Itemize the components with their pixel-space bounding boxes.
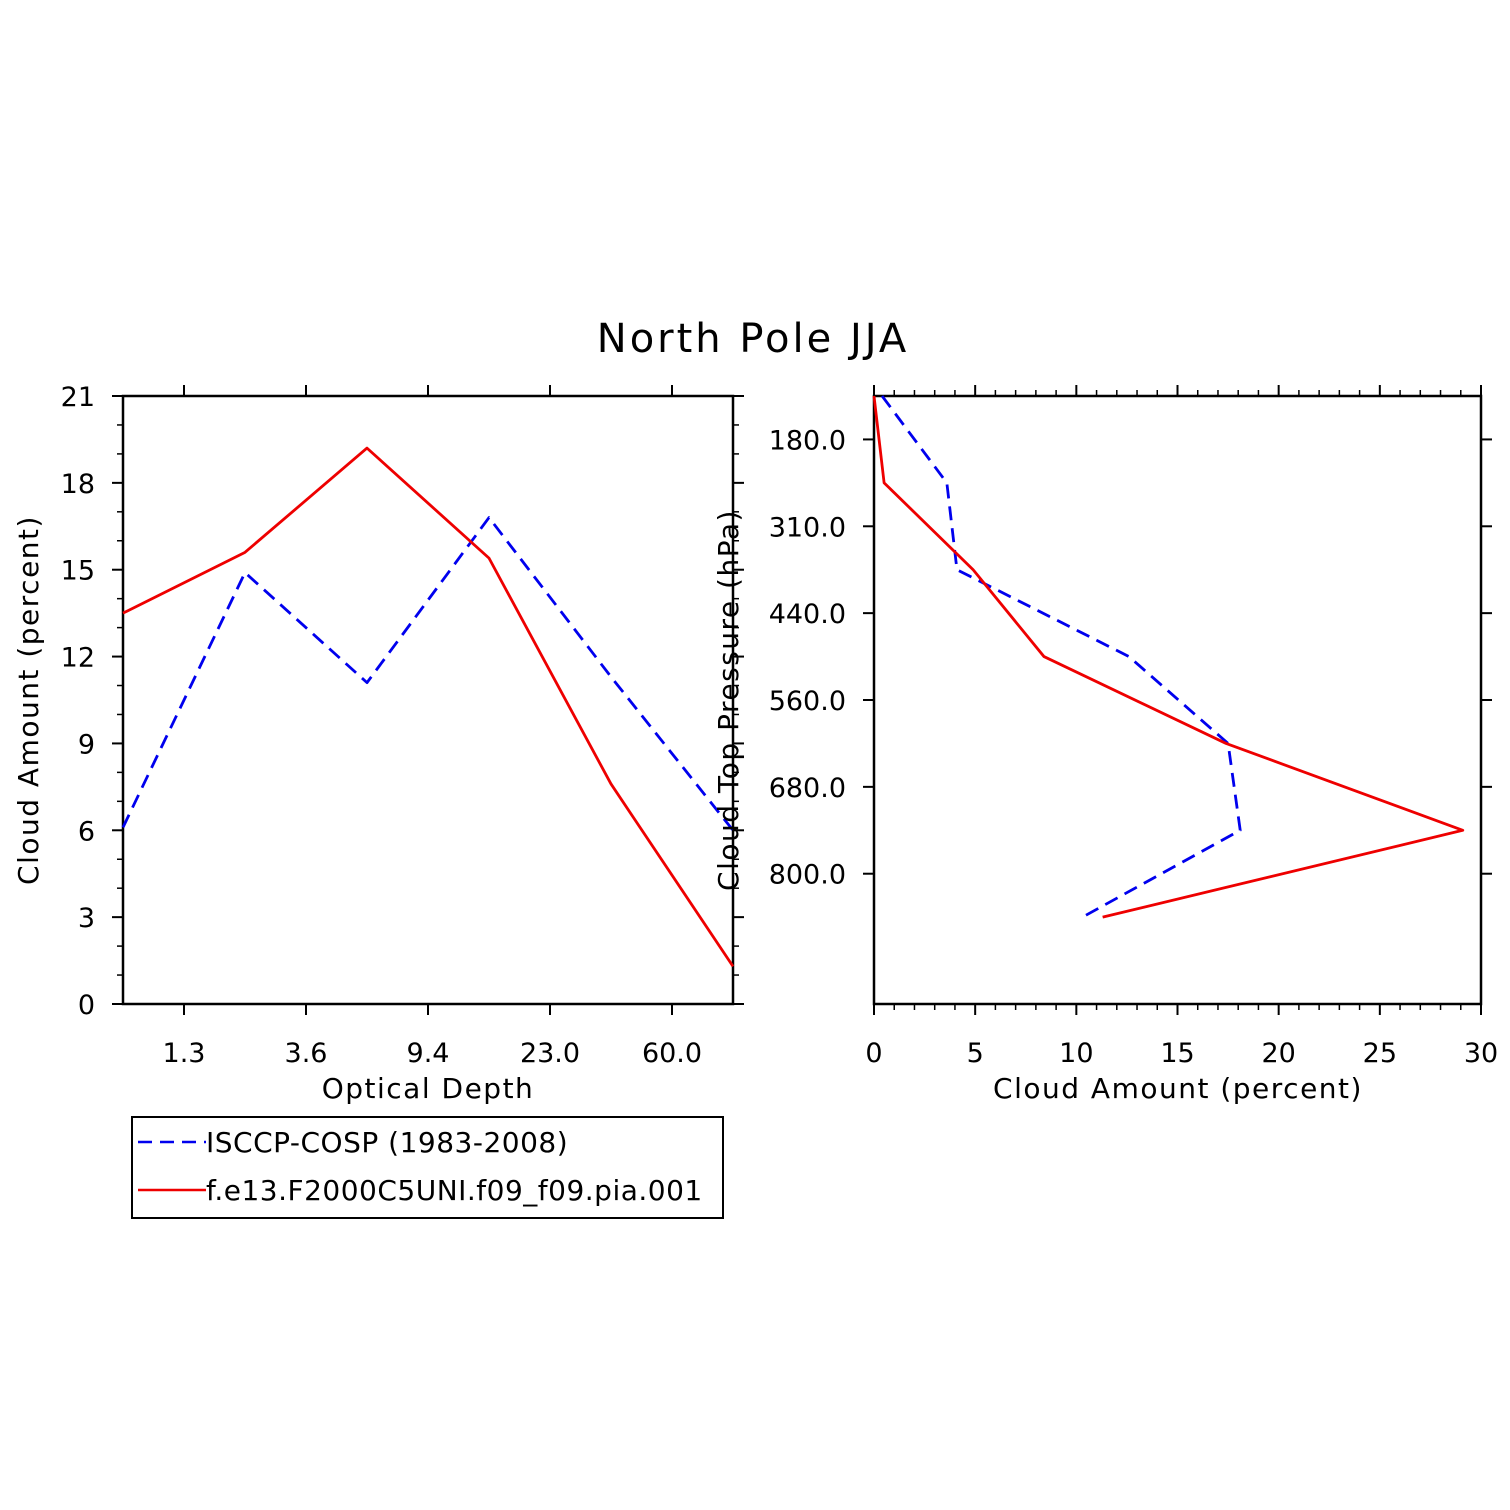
right-x-tick-label: 15 <box>1160 1038 1194 1069</box>
right-x-tick-label: 0 <box>865 1038 882 1069</box>
right-x-tick-label: 5 <box>967 1038 984 1069</box>
right-y-tick-label: 800.0 <box>769 860 846 891</box>
left-series-lines <box>121 446 735 968</box>
left-x-axis-label: Optical Depth <box>322 1072 535 1105</box>
left-x-tick-label: 9.4 <box>407 1038 450 1069</box>
optical-depth-panel: 0 3 6 9 12 15 18 21 1.3 3.6 9.4 23.0 60.0 Optical De… <box>12 382 744 1105</box>
cloud-top-pressure-panel: 0 5 10 15 20 25 30 180.0 310.0 440.0 560.0 680.0 800… <box>712 385 1498 1105</box>
right-series-lines <box>872 395 1465 919</box>
left-y-axis-label: Cloud Amount (percent) <box>12 515 45 885</box>
legend-box <box>131 1116 724 1219</box>
right-y-tick-label: 180.0 <box>769 425 846 456</box>
left-plot-frame <box>121 394 735 1006</box>
right-series-line-0 <box>880 395 1242 919</box>
right-x-axis-label: Cloud Amount (percent) <box>993 1072 1363 1105</box>
left-x-tick-label: 1.3 <box>163 1038 206 1069</box>
left-y-tick-label: 6 <box>78 816 95 847</box>
legend-label-model: f.e13.F2000C5UNI.f09_f09.pia.001 <box>206 1174 703 1207</box>
left-y-tick-label: 15 <box>61 556 95 587</box>
right-x-tick-label: 25 <box>1363 1038 1397 1069</box>
right-series-line-1 <box>872 395 1465 919</box>
left-y-tick-label: 9 <box>78 729 95 760</box>
left-x-tick-label: 60.0 <box>642 1038 702 1069</box>
left-x-tick-label: 3.6 <box>285 1038 328 1069</box>
left-ticks: 0 3 6 9 12 15 18 21 1.3 3.6 9.4 23.0 60.0 <box>61 382 744 1069</box>
right-x-tick-label: 30 <box>1464 1038 1498 1069</box>
right-x-tick-label: 10 <box>1059 1038 1093 1069</box>
right-y-tick-label: 680.0 <box>769 773 846 804</box>
legend-label-isccp: ISCCP-COSP (1983-2008) <box>206 1126 568 1159</box>
right-y-tick-label: 560.0 <box>769 686 846 717</box>
right-y-tick-label: 440.0 <box>769 599 846 630</box>
left-y-tick-label: 12 <box>61 643 95 674</box>
right-y-tick-label: 310.0 <box>769 512 846 543</box>
left-y-tick-label: 18 <box>61 469 95 500</box>
left-y-tick-label: 3 <box>78 903 95 934</box>
left-y-tick-label: 0 <box>78 990 95 1021</box>
left-x-tick-label: 23.0 <box>520 1038 580 1069</box>
figure-title: North Pole JJA <box>597 316 909 362</box>
legend: ISCCP-COSP (1983-2008) f.e13.F2000C5UNI.… <box>131 1116 724 1219</box>
left-series-line-0 <box>121 516 735 832</box>
left-series-line-1 <box>122 446 735 968</box>
right-x-tick-label: 20 <box>1261 1038 1295 1069</box>
right-y-axis-label: Cloud Top Pressure (hPa) <box>712 509 745 891</box>
right-ticks: 0 5 10 15 20 25 30 180.0 310.0 440.0 560.0 680.0 800… <box>769 385 1498 1069</box>
left-y-tick-label: 21 <box>61 382 95 413</box>
